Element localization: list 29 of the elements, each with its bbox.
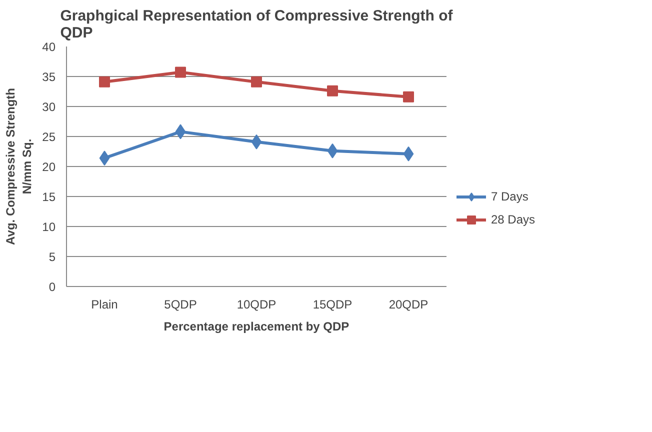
y-tick-label: 40 bbox=[42, 40, 56, 54]
y-axis-title: Avg. Compressive Strength N/mm Sq. bbox=[3, 88, 34, 245]
x-axis-title: Percentage replacement by QDP bbox=[164, 320, 350, 334]
y-tick-label: 30 bbox=[42, 100, 56, 114]
x-tick-label: Plain bbox=[91, 298, 118, 312]
y-tick-label: 15 bbox=[42, 190, 56, 204]
y-tick-label: 35 bbox=[42, 70, 56, 84]
y-tick-label: 25 bbox=[42, 130, 56, 144]
legend-label: 28 Days bbox=[491, 212, 536, 226]
legend-label: 7 Days bbox=[491, 190, 528, 204]
y-tick-label: 10 bbox=[42, 220, 56, 234]
y-tick-label: 0 bbox=[48, 280, 56, 294]
point bbox=[327, 143, 338, 158]
point bbox=[403, 91, 414, 102]
point bbox=[175, 124, 186, 140]
x-tick-label: 5QDP bbox=[164, 298, 197, 312]
chart-title: Graphgical Representation of Compressive Strength of QDP bbox=[60, 8, 454, 42]
point bbox=[251, 134, 262, 150]
x-tick-label: 10QDP bbox=[236, 298, 276, 312]
point bbox=[251, 76, 262, 88]
point bbox=[327, 85, 338, 96]
point bbox=[403, 146, 414, 162]
y-tick-label: 20 bbox=[42, 160, 56, 174]
point bbox=[175, 66, 186, 78]
x-tick-label: 15QDP bbox=[312, 298, 352, 312]
x-tick-label: 20QDP bbox=[388, 298, 428, 312]
point bbox=[99, 150, 110, 166]
point bbox=[99, 76, 110, 88]
y-tick-label: 5 bbox=[48, 250, 56, 264]
